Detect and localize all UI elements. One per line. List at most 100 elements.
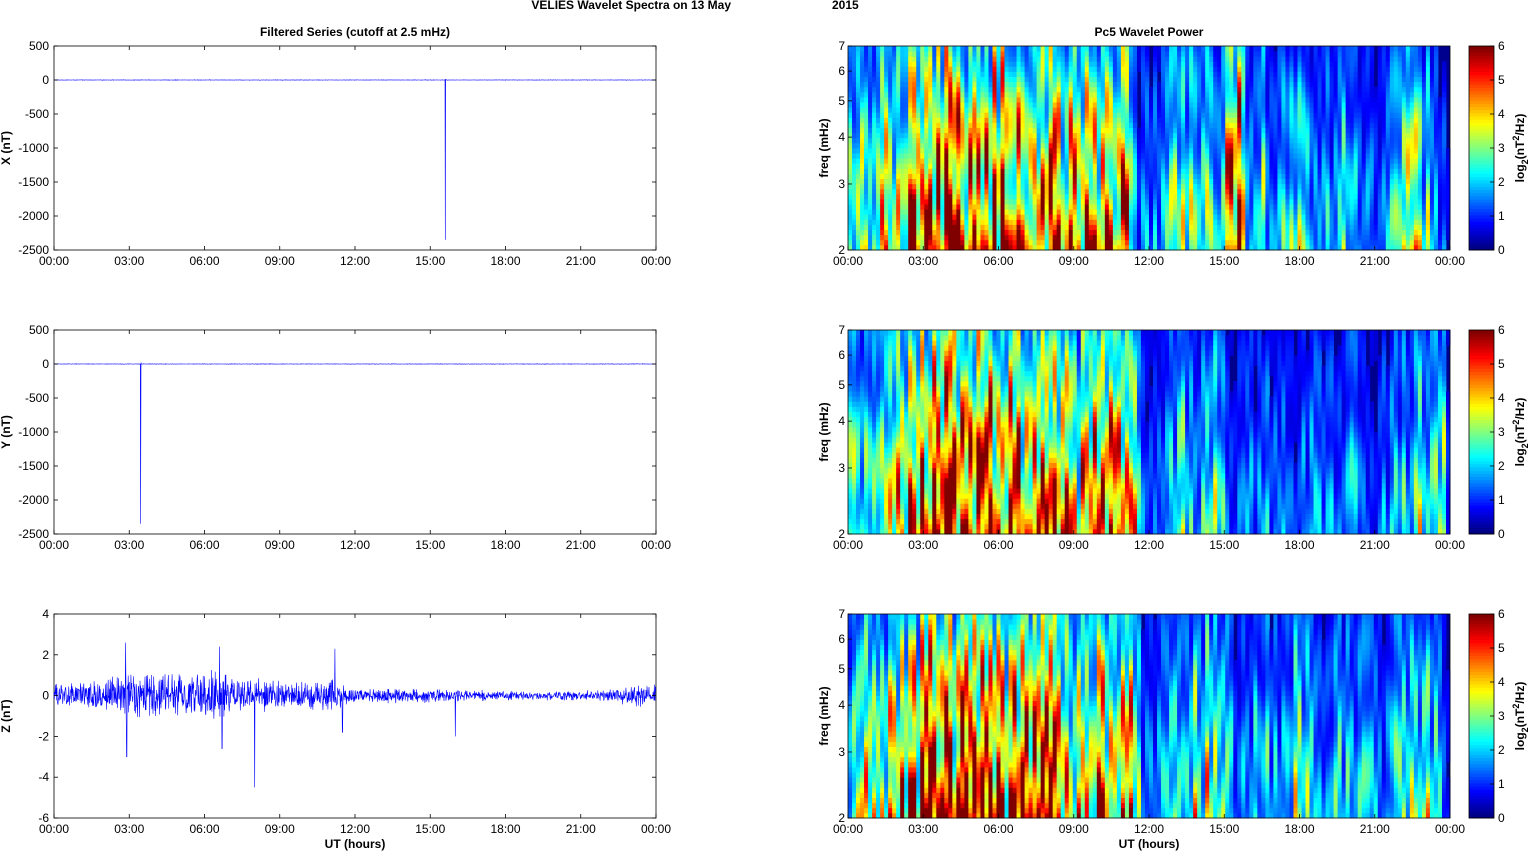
heatmap-cell — [1277, 163, 1282, 169]
heatmap-cell — [1281, 173, 1286, 179]
heatmap-cell — [1169, 71, 1174, 77]
heatmap-cell — [1253, 148, 1258, 154]
heatmap-cell — [1020, 46, 1025, 52]
heatmap-cell — [872, 46, 877, 52]
heatmap-cell — [1052, 168, 1058, 174]
heatmap-cell — [984, 117, 989, 123]
heatmap-cell — [1080, 76, 1086, 83]
heatmap-cell — [1092, 76, 1098, 83]
heatmap-cell — [1072, 117, 1078, 123]
heatmap-cell — [1124, 158, 1130, 164]
heatmap-cell — [940, 163, 945, 169]
heatmap-cell — [1205, 46, 1210, 52]
heatmap-cell — [876, 209, 881, 215]
heatmap-cell — [1149, 239, 1154, 246]
heatmap-cell — [1016, 204, 1021, 210]
heatmap-cell — [908, 219, 913, 225]
heatmap-cell — [1048, 239, 1054, 246]
heatmap-cell — [968, 219, 973, 225]
heatmap-cell — [1120, 86, 1126, 93]
heatmap-cell — [1209, 163, 1214, 169]
heatmap-cell — [1016, 173, 1021, 179]
heatmap-cell — [936, 76, 941, 83]
heatmap-cell — [1044, 224, 1050, 230]
heatmap-cell — [1153, 107, 1158, 113]
heatmap-cell — [1024, 86, 1029, 93]
heatmap-cell — [1028, 239, 1034, 246]
heatmap-cell — [1100, 229, 1106, 236]
heatmap-cell — [1116, 163, 1122, 169]
heatmap-cell — [1136, 153, 1142, 159]
heatmap-cell — [1104, 219, 1110, 225]
heatmap-cell — [1217, 178, 1222, 185]
heatmap-cell — [1245, 76, 1250, 83]
heatmap-cell — [920, 224, 925, 230]
heatmap-cell — [996, 148, 1001, 154]
heatmap-cell — [1245, 188, 1250, 195]
heatmap-cell — [928, 117, 933, 123]
heatmap-cell — [1305, 66, 1310, 72]
heatmap-cell — [852, 224, 857, 230]
heatmap-cell — [996, 137, 1001, 144]
heatmap-cell — [948, 209, 953, 215]
heatmap-cell — [1104, 168, 1110, 174]
heatmap-cell — [1301, 86, 1306, 93]
heatmap-cell — [1104, 224, 1110, 230]
heatmap-cell — [888, 239, 893, 246]
heatmap-cell — [916, 188, 921, 195]
heatmap-cell — [964, 214, 969, 220]
heatmap-cell — [1068, 46, 1074, 52]
heatmap-cell — [1225, 117, 1230, 123]
heatmap-cell — [1241, 142, 1246, 149]
heatmap-cell — [1153, 178, 1158, 185]
heatmap-cell — [1161, 61, 1166, 67]
heatmap-cell — [892, 86, 897, 93]
heatmap-cell — [1084, 107, 1090, 113]
heatmap-cell — [1289, 117, 1294, 123]
heatmap-cell — [864, 234, 869, 241]
heatmap-cell — [1040, 122, 1046, 128]
heatmap-cell — [1293, 178, 1298, 185]
heatmap-cell — [1173, 244, 1178, 251]
heatmap-cell — [1249, 168, 1254, 174]
heatmap-cell — [1269, 168, 1274, 174]
heatmap-cell — [940, 188, 945, 195]
heatmap-cell — [1060, 132, 1066, 139]
heatmap-cell — [864, 209, 869, 215]
heatmap-cell — [1128, 71, 1134, 77]
heatmap-cell — [1181, 137, 1186, 144]
heatmap-cell — [968, 173, 973, 179]
heatmap-cell — [1185, 81, 1190, 88]
heatmap-cell — [868, 76, 873, 83]
heatmap-cell — [992, 224, 997, 230]
heatmap-cell — [852, 234, 857, 241]
heatmap-cell — [1313, 199, 1318, 205]
heatmap-cell — [1052, 102, 1058, 108]
heatmap-cell — [988, 102, 993, 108]
heatmap-cell — [1297, 97, 1302, 103]
heatmap-cell — [964, 219, 969, 225]
heatmap-cell — [996, 168, 1001, 174]
heatmap-cell — [964, 137, 969, 144]
heatmap-cell — [852, 239, 857, 246]
heatmap-cell — [1309, 117, 1314, 123]
heatmap-cell — [1024, 107, 1029, 113]
heatmap-cell — [1140, 97, 1146, 103]
heatmap-cell — [1120, 56, 1126, 62]
heatmap-cell — [1213, 188, 1218, 195]
heatmap-cell — [1285, 178, 1290, 185]
heatmap-cell — [1060, 163, 1066, 169]
heatmap-cell — [888, 224, 893, 230]
heatmap-cell — [964, 122, 969, 128]
heatmap-cell — [1265, 204, 1270, 210]
heatmap-cell — [1008, 168, 1013, 174]
heatmap-cell — [1273, 183, 1278, 190]
heatmap-cell — [908, 51, 913, 57]
heatmap-cell — [1072, 239, 1078, 246]
heatmap-cell — [1329, 204, 1335, 210]
heatmap-cell — [1213, 107, 1218, 113]
heatmap-cell — [1189, 46, 1194, 52]
heatmap-cell — [896, 199, 901, 205]
heatmap-cell — [1205, 122, 1210, 128]
heatmap-cell — [856, 224, 861, 230]
